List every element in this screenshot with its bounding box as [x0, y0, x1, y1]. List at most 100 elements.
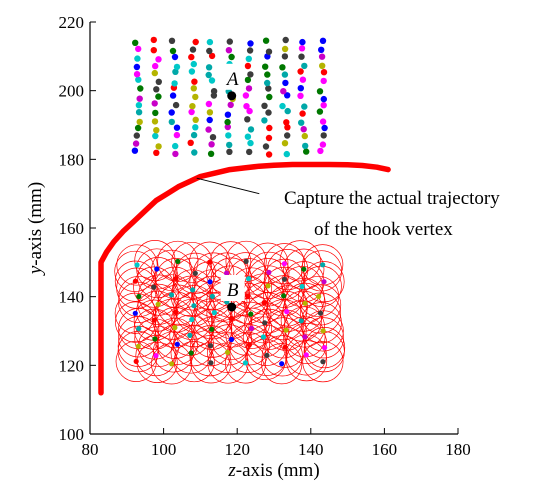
- region-a-point: [189, 46, 197, 53]
- region-a-point: [320, 95, 327, 103]
- region-a-point: [301, 103, 308, 110]
- region-b-point: [317, 310, 324, 316]
- y-tick-label: 140: [59, 288, 85, 307]
- region-b-point: [207, 259, 213, 265]
- region-b-circle: [283, 248, 325, 290]
- region-a-point: [151, 118, 159, 125]
- region-a-point: [135, 109, 143, 116]
- region-a-point: [208, 141, 215, 148]
- region-a-point: [155, 143, 162, 150]
- region-a-point: [173, 131, 181, 139]
- region-b-point: [209, 326, 215, 332]
- region-a-point: [224, 123, 231, 131]
- region-b-point: [262, 320, 268, 326]
- region-a-point: [190, 85, 197, 92]
- region-b-circle: [303, 261, 345, 303]
- x-tick-label: 180: [445, 440, 471, 459]
- region-a-point: [245, 85, 253, 92]
- region-a-point: [134, 55, 141, 62]
- region-a-point: [135, 45, 142, 53]
- region-b-circle: [133, 266, 175, 308]
- region-a-point: [247, 40, 254, 47]
- region-b-circle: [280, 300, 322, 342]
- region-a-point: [206, 116, 213, 124]
- region-a-point: [153, 86, 160, 93]
- region-b-point: [266, 269, 272, 275]
- data-points: [131, 36, 328, 367]
- region-a-point: [264, 71, 271, 78]
- annotation-line-2: of the hook vertex: [314, 219, 453, 240]
- region-a-point: [172, 68, 179, 76]
- region-b-circle: [193, 292, 235, 334]
- region-a-point: [169, 47, 177, 55]
- region-a-point: [152, 62, 159, 70]
- region-b-point: [302, 300, 308, 306]
- region-b-circle: [114, 250, 156, 292]
- region-a-point: [152, 132, 159, 140]
- region-b-circle: [156, 323, 198, 365]
- region-b-circle: [302, 341, 344, 383]
- region-a-point: [246, 148, 253, 156]
- region-a-point: [281, 53, 289, 60]
- region-a-point: [133, 71, 141, 78]
- region-a-point: [298, 119, 305, 126]
- region-b-point: [301, 266, 307, 272]
- region-b-point: [172, 325, 178, 331]
- region-b-point: [173, 276, 179, 282]
- region-b-circle: [304, 327, 346, 369]
- region-a-point: [172, 101, 180, 109]
- region-a-point: [189, 103, 196, 110]
- region-b-point: [265, 283, 271, 289]
- x-tick-label: 140: [298, 440, 324, 459]
- region-a-point: [155, 78, 162, 86]
- region-b-circle: [225, 240, 267, 282]
- region-a-point: [209, 134, 217, 141]
- region-a-point: [188, 108, 195, 116]
- region-a-point: [192, 38, 199, 46]
- region-a-point: [319, 141, 327, 148]
- region-a-point: [206, 47, 213, 55]
- region-b-point: [261, 300, 267, 306]
- region-b-circle: [263, 258, 305, 300]
- annotation-line-1: Capture the actual trajectory: [284, 188, 500, 209]
- region-a-point: [265, 134, 273, 142]
- region-b-circle: [230, 293, 272, 335]
- region-a-point: [207, 150, 215, 157]
- region-b-point: [175, 258, 181, 264]
- region-a-point: [136, 118, 143, 126]
- region-a-label: A: [225, 69, 239, 90]
- region-a-point: [168, 118, 175, 126]
- region-a-center: [227, 91, 237, 101]
- region-b-circles: [114, 240, 346, 385]
- region-a-point: [247, 71, 254, 78]
- region-a-point: [226, 141, 233, 149]
- region-a-point: [244, 76, 252, 84]
- region-b-point: [169, 361, 175, 367]
- y-axis-unit: -axis (mm): [25, 182, 46, 266]
- region-a-point: [150, 36, 157, 44]
- region-a-point: [301, 132, 308, 140]
- y-tick-label: 200: [59, 82, 85, 101]
- region-b-point: [279, 361, 285, 367]
- region-a-point: [244, 133, 252, 140]
- region-a-point: [224, 111, 232, 118]
- region-b-point: [224, 349, 231, 355]
- region-a-point: [153, 149, 160, 156]
- region-a-point: [301, 62, 308, 70]
- region-a-point: [152, 109, 159, 117]
- region-a-point: [173, 63, 181, 71]
- region-a-point: [265, 109, 272, 116]
- region-b-point: [190, 287, 196, 293]
- region-a-point: [320, 132, 327, 139]
- region-a-point: [303, 148, 310, 155]
- region-b-point: [189, 316, 195, 323]
- y-tick-label: 120: [59, 356, 85, 375]
- region-a-point: [135, 102, 143, 109]
- region-a-point: [262, 143, 270, 150]
- region-b-point: [245, 293, 251, 299]
- region-a-point: [300, 126, 307, 133]
- region-b-point: [136, 293, 142, 300]
- region-b-point: [320, 262, 326, 268]
- region-b-circle: [172, 269, 214, 311]
- region-b-point: [281, 276, 287, 282]
